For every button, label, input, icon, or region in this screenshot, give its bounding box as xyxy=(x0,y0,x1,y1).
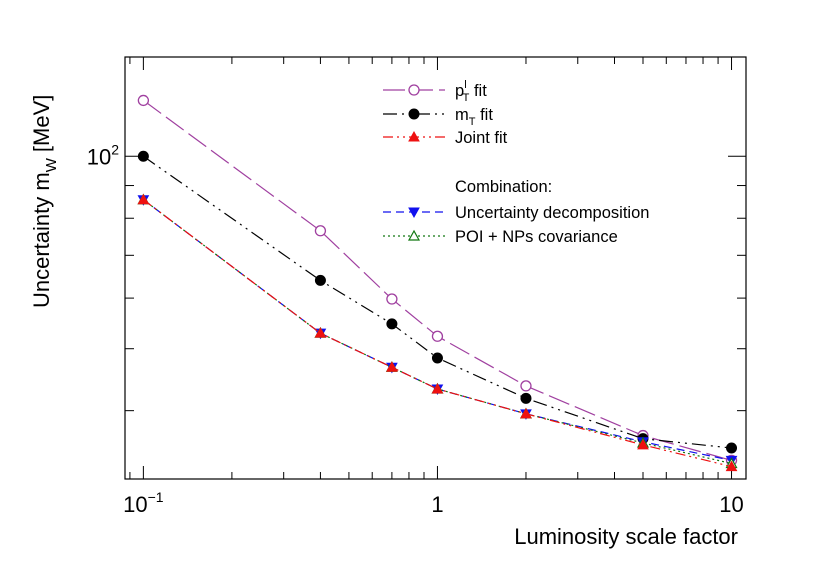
data-point-0 xyxy=(137,94,150,107)
data-point-2 xyxy=(725,460,738,472)
data-point-2 xyxy=(314,327,327,338)
series-line-0 xyxy=(143,99,732,461)
legend-marker xyxy=(408,207,420,219)
data-point-1 xyxy=(520,392,532,404)
legend-marker xyxy=(408,130,420,142)
legend-marker xyxy=(408,84,420,96)
legend-label: Uncertainty decomposition xyxy=(455,204,649,222)
legend-label: Joint fit xyxy=(455,129,508,147)
tick-labels: 102 10−1 1 10 xyxy=(87,141,744,517)
data-point-0 xyxy=(386,293,398,305)
data-point-0 xyxy=(431,330,444,342)
axis-ticks xyxy=(125,57,746,479)
data-point-2 xyxy=(431,382,444,394)
legend-label: pl T fit xyxy=(455,79,487,104)
y-axis-title-main: Uncertainty m xyxy=(29,172,54,308)
series-line-1 xyxy=(143,155,732,449)
data-point-0 xyxy=(520,380,532,392)
legend-label: mT fit xyxy=(455,106,493,128)
y-tick-label: 102 xyxy=(87,141,119,169)
data-point-2 xyxy=(637,438,649,450)
series-layer xyxy=(137,94,738,472)
data-point-2 xyxy=(520,407,532,419)
data-point-1 xyxy=(314,274,326,286)
data-point-1 xyxy=(137,150,149,162)
y-axis-title: Uncertainty mW [MeV] xyxy=(29,95,60,308)
legend-marker xyxy=(408,108,420,120)
plot-frame xyxy=(124,56,747,480)
legend-label: POI + NPs covariance xyxy=(455,228,618,246)
svg-text:Uncertainty mW[MeV]: Uncertainty mW [MeV] xyxy=(29,95,60,308)
legend-marker xyxy=(407,229,421,241)
x-tick-label: 1 xyxy=(431,492,443,517)
data-point-0 xyxy=(314,225,327,237)
x-axis-title: Luminosity scale factor xyxy=(514,524,738,549)
data-point-2 xyxy=(137,193,150,205)
y-axis-title-sub: W xyxy=(43,157,60,172)
x-tick-label: 10−1 xyxy=(123,489,164,517)
data-point-1 xyxy=(726,442,738,454)
legend-header: Combination: xyxy=(455,178,552,196)
data-point-1 xyxy=(431,352,443,364)
y-axis-title-unit: [MeV] xyxy=(29,95,54,152)
data-point-2 xyxy=(386,361,398,372)
x-tick-label: 10 xyxy=(719,492,743,517)
series-line-3 xyxy=(143,199,732,461)
data-point-1 xyxy=(386,318,398,330)
